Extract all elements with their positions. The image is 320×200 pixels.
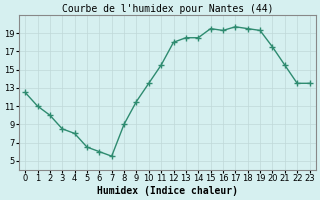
Title: Courbe de l'humidex pour Nantes (44): Courbe de l'humidex pour Nantes (44) bbox=[61, 4, 273, 14]
X-axis label: Humidex (Indice chaleur): Humidex (Indice chaleur) bbox=[97, 186, 238, 196]
